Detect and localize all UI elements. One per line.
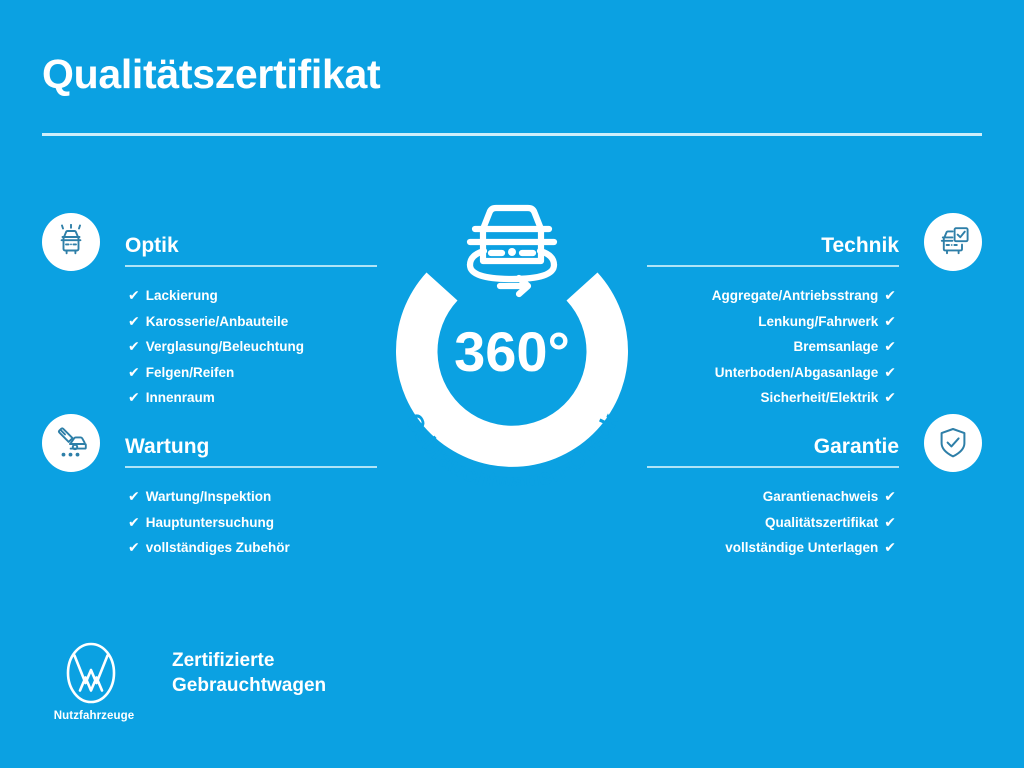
car-front-shine-icon: [42, 213, 100, 271]
footer-brand: Nutzfahrzeuge Zertifizierte Gebrauchtwag…: [44, 640, 464, 740]
list-item-label: Sicherheit/Elektrik: [760, 390, 879, 406]
check-icon: ✔: [884, 287, 896, 303]
list-item: Sicherheit/Elektrik ✔: [646, 385, 896, 411]
list-item: Bremsanlage ✔: [646, 334, 896, 360]
shield-check-icon: [924, 414, 982, 472]
list-item-label: vollständiges Zubehör: [145, 540, 290, 556]
list-item-label: Lenkung/Fahrwerk: [758, 313, 879, 329]
list-item-label: Felgen/Reifen: [145, 364, 235, 380]
section-wartung-list: ✔ Wartung/Inspektion ✔ Hauptuntersuchung ✔…: [128, 484, 378, 561]
list-item: Qualitätszertifikat ✔: [646, 510, 896, 536]
list-item-label: Lackierung: [145, 288, 218, 303]
check-icon: ✔: [128, 363, 140, 380]
footer-claim-line-1: Zertifizierte: [172, 650, 275, 671]
check-icon: ✔: [884, 539, 896, 556]
section-technik-heading: Technik: [821, 234, 899, 257]
list-item: ✔ Wartung/Inspektion: [128, 484, 378, 510]
vw-roundel-icon: [60, 642, 122, 704]
footer-claim: Zertifizierte Gebrauchtwagen: [172, 648, 326, 698]
section-wartung-heading: Wartung: [125, 435, 210, 458]
list-item-label: Garantienachweis: [762, 489, 879, 504]
list-item: Garantienachweis ✔: [646, 484, 896, 510]
page-title: Qualitätszertifikat: [42, 51, 381, 97]
section-optik-header: Optik: [125, 235, 377, 267]
list-item: ✔ Felgen/Reifen: [128, 360, 378, 386]
list-item-label: Bremsanlage: [793, 339, 879, 355]
check-icon: ✔: [884, 363, 896, 380]
list-item-label: vollständige Unterlagen: [725, 540, 879, 556]
360-gebrauchtwagen-check-badge: 360° Gebrauchtwagen-Check: [374, 186, 650, 486]
check-icon: ✔: [884, 338, 896, 355]
section-garantie-header: Garantie: [647, 436, 899, 468]
section-garantie-heading: Garantie: [813, 435, 899, 458]
list-item: Unterboden/Abgasanlage ✔: [646, 360, 896, 386]
check-icon: ✔: [128, 312, 140, 329]
section-garantie-list: Garantienachweis ✔ Qualitätszertifikat ✔ v…: [646, 484, 896, 561]
car-rotate-360-icon: [466, 204, 558, 298]
section-wartung-header: Wartung: [125, 436, 377, 468]
list-item: ✔ Hauptuntersuchung: [128, 510, 378, 536]
list-item: ✔ Innenraum: [128, 385, 378, 411]
section-optik-list: ✔ Lackierung ✔ Karosserie/Anbauteile ✔ Verg…: [128, 283, 378, 411]
check-icon: ✔: [884, 488, 896, 504]
section-optik-heading: Optik: [125, 234, 179, 257]
section-optik-divider: [125, 265, 377, 267]
wrench-car-service-icon: [42, 414, 100, 472]
list-item-label: Aggregate/Antriebsstrang: [711, 288, 879, 303]
section-technik-header: Technik: [647, 235, 899, 267]
section-wartung-divider: [125, 466, 377, 468]
check-icon: ✔: [884, 513, 896, 530]
list-item: Lenkung/Fahrwerk ✔: [646, 309, 896, 335]
ring-shape: [396, 272, 628, 467]
list-item-label: Qualitätszertifikat: [764, 514, 879, 530]
list-item-label: Hauptuntersuchung: [145, 514, 274, 530]
list-item-label: Verglasung/Beleuchtung: [145, 339, 305, 355]
list-item-label: Unterboden/Abgasanlage: [714, 364, 879, 380]
check-icon: ✔: [128, 488, 140, 504]
check-icon: ✔: [884, 389, 896, 406]
degrees-label: 360°: [454, 320, 570, 383]
list-item: Aggregate/Antriebsstrang ✔: [646, 283, 896, 309]
check-icon: ✔: [884, 312, 896, 329]
list-item: ✔ Karosserie/Anbauteile: [128, 309, 378, 335]
check-icon: ✔: [128, 287, 140, 303]
list-item: ✔ vollständiges Zubehör: [128, 535, 378, 561]
list-item: ✔ Verglasung/Beleuchtung: [128, 334, 378, 360]
footer-claim-line-2: Gebrauchtwagen: [172, 675, 327, 696]
list-item: ✔ Lackierung: [128, 283, 378, 309]
list-item-label: Karosserie/Anbauteile: [145, 313, 289, 329]
title-divider: [42, 133, 982, 136]
list-item: vollständige Unterlagen ✔: [646, 535, 896, 561]
car-checklist-icon: [924, 213, 982, 271]
section-technik-list: Aggregate/Antriebsstrang ✔ Lenkung/Fahrwe…: [646, 283, 896, 411]
section-technik-divider: [647, 265, 899, 267]
section-garantie-divider: [647, 466, 899, 468]
check-icon: ✔: [128, 389, 140, 406]
list-item-label: Innenraum: [145, 390, 215, 406]
check-icon: ✔: [128, 539, 140, 556]
check-icon: ✔: [128, 513, 140, 530]
vw-logo-subtitle: Nutzfahrzeuge: [53, 710, 135, 722]
check-icon: ✔: [128, 338, 140, 355]
list-item-label: Wartung/Inspektion: [145, 489, 272, 504]
